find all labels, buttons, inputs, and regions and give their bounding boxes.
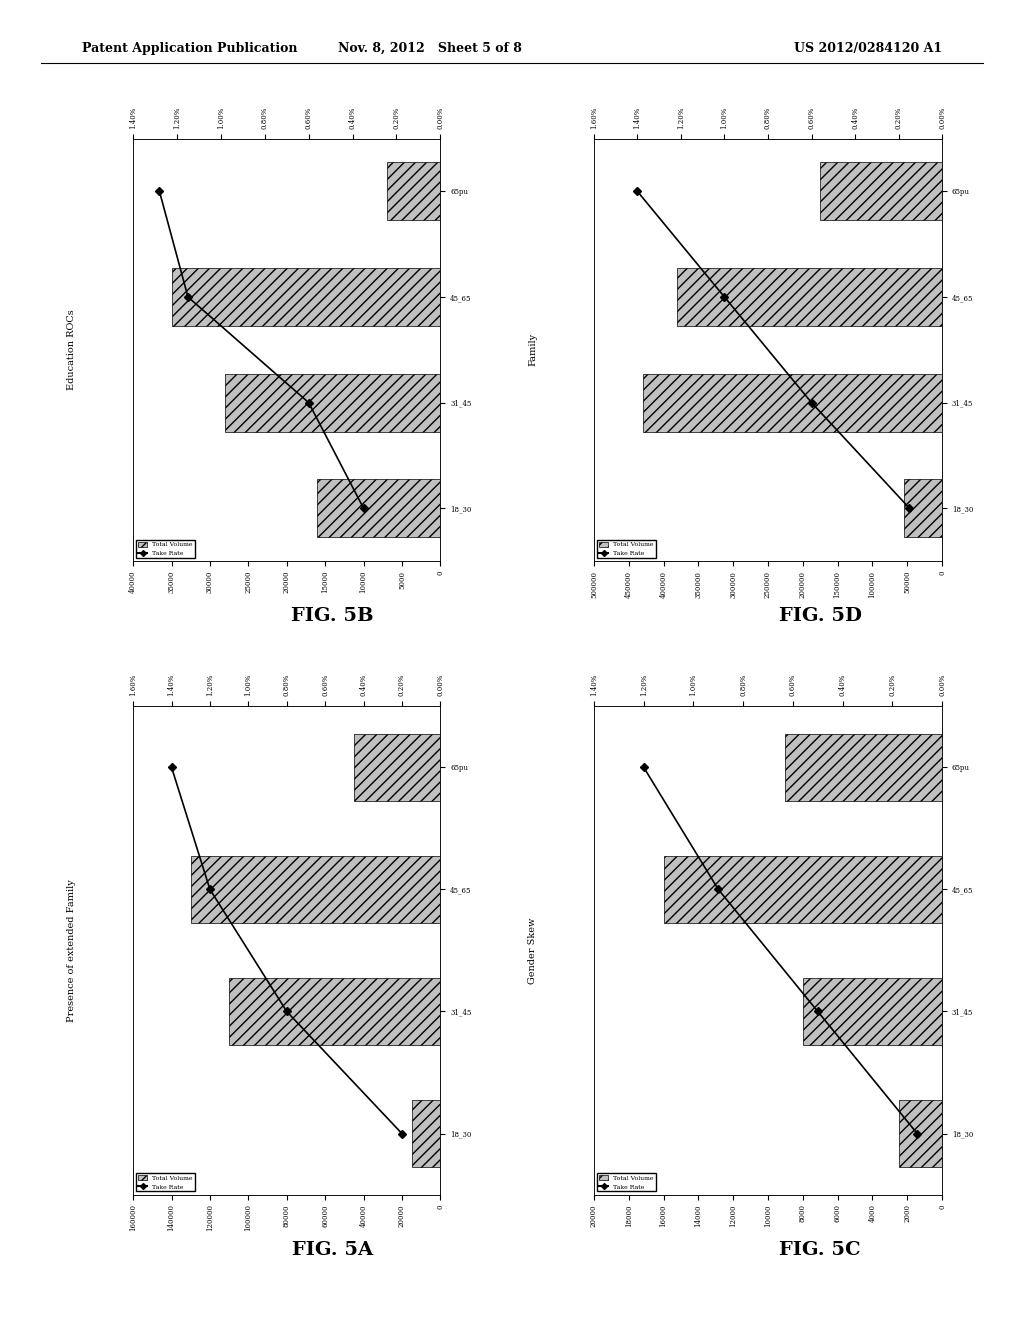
- Bar: [229, 978, 440, 1045]
- Text: Presence of extended Family: Presence of extended Family: [68, 879, 76, 1022]
- Text: FIG. 5B: FIG. 5B: [292, 607, 374, 626]
- Bar: [190, 855, 440, 923]
- Text: Family: Family: [528, 333, 537, 367]
- Bar: [904, 479, 942, 537]
- Bar: [820, 162, 942, 220]
- Text: Patent Application Publication: Patent Application Publication: [82, 42, 297, 55]
- Bar: [643, 374, 942, 432]
- Legend: Total Volume, Take Rate: Total Volume, Take Rate: [597, 540, 655, 558]
- Bar: [803, 978, 942, 1045]
- Text: FIG. 5A: FIG. 5A: [292, 1241, 374, 1259]
- Bar: [171, 268, 440, 326]
- Bar: [387, 162, 440, 220]
- Bar: [354, 734, 440, 801]
- Text: Education ROCs: Education ROCs: [68, 309, 76, 391]
- Bar: [225, 374, 440, 432]
- Bar: [412, 1100, 440, 1167]
- Text: Nov. 8, 2012   Sheet 5 of 8: Nov. 8, 2012 Sheet 5 of 8: [338, 42, 522, 55]
- Bar: [678, 268, 942, 326]
- Text: Gender Skew: Gender Skew: [528, 917, 537, 983]
- Text: FIG. 5C: FIG. 5C: [779, 1241, 861, 1259]
- Legend: Total Volume, Take Rate: Total Volume, Take Rate: [597, 1173, 655, 1192]
- Legend: Total Volume, Take Rate: Total Volume, Take Rate: [136, 540, 195, 558]
- Bar: [317, 479, 440, 537]
- Legend: Total Volume, Take Rate: Total Volume, Take Rate: [136, 1173, 195, 1192]
- Text: FIG. 5D: FIG. 5D: [778, 607, 862, 626]
- Bar: [664, 855, 942, 923]
- Text: US 2012/0284120 A1: US 2012/0284120 A1: [794, 42, 942, 55]
- Bar: [899, 1100, 942, 1167]
- Bar: [785, 734, 942, 801]
